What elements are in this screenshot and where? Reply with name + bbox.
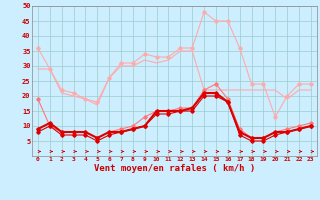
X-axis label: Vent moyen/en rafales ( km/h ): Vent moyen/en rafales ( km/h ) — [94, 164, 255, 173]
